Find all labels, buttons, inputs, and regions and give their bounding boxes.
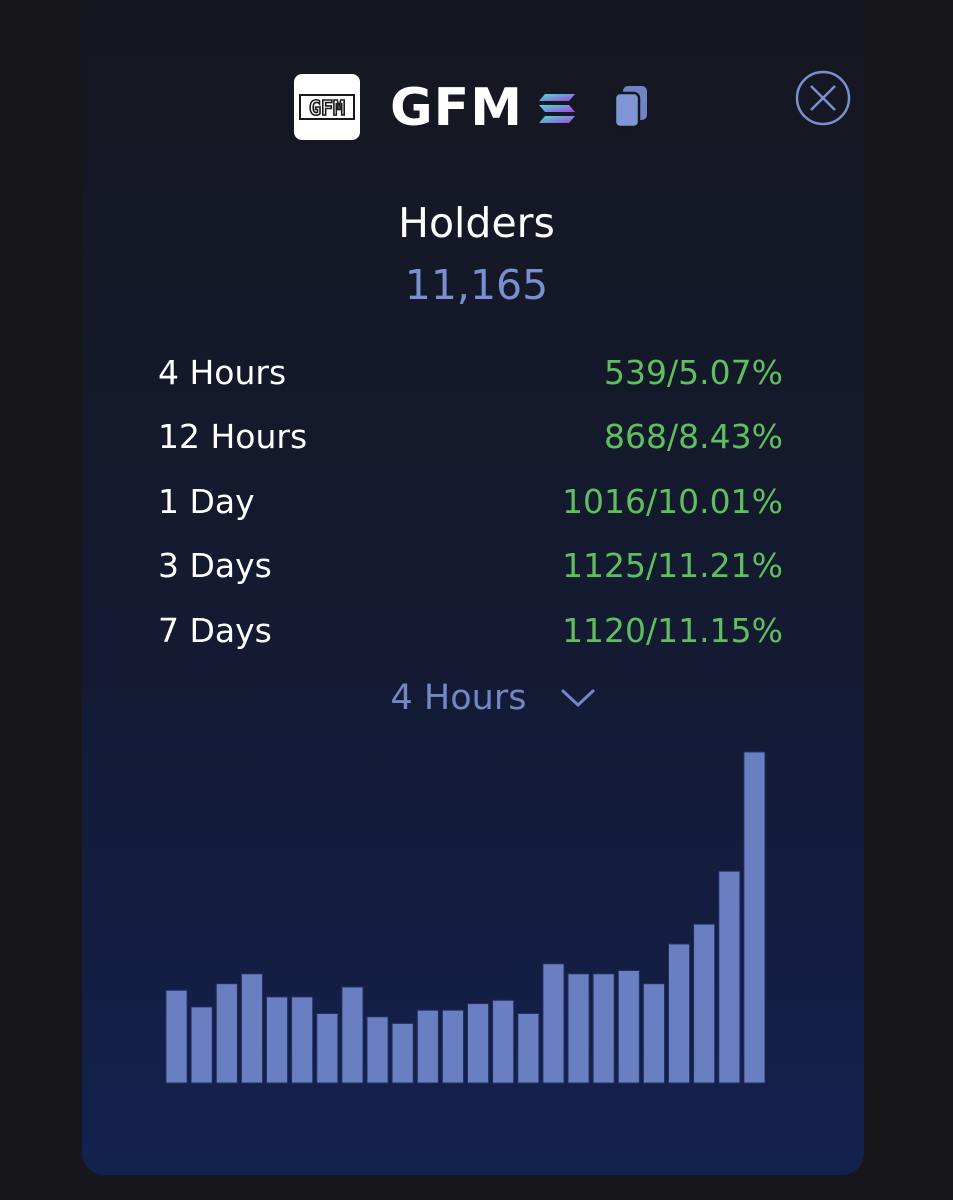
chart-bar[interactable] bbox=[391, 1022, 414, 1084]
chart-bar[interactable] bbox=[416, 1009, 439, 1084]
stat-label: 3 Days bbox=[158, 546, 272, 586]
stat-value: 1125/11.21% bbox=[562, 546, 783, 586]
holders-title: Holders bbox=[398, 199, 555, 247]
token-name: GFM bbox=[390, 78, 523, 138]
chart-bar[interactable] bbox=[617, 970, 640, 1084]
stat-label: 7 Days bbox=[158, 610, 272, 650]
chart-bar[interactable] bbox=[316, 1013, 339, 1084]
chart-bar[interactable] bbox=[291, 996, 314, 1084]
solana-icon bbox=[539, 94, 575, 123]
logo-text: GFM bbox=[309, 96, 345, 120]
holders-bar-chart bbox=[165, 751, 766, 1084]
period-selected-label: 4 Hours bbox=[390, 678, 527, 718]
stat-label: 12 Hours bbox=[158, 417, 308, 457]
token-logo: GFM bbox=[294, 74, 360, 140]
chart-bar[interactable] bbox=[266, 996, 289, 1084]
token-header: GFM GFM bbox=[0, 70, 953, 142]
stat-value: 1016/10.01% bbox=[562, 481, 783, 521]
stat-value: 1120/11.15% bbox=[562, 610, 783, 650]
chart-bar[interactable] bbox=[592, 973, 615, 1084]
stat-value: 868/8.43% bbox=[604, 417, 783, 457]
chart-bar[interactable] bbox=[341, 986, 364, 1084]
stat-label: 1 Day bbox=[158, 481, 255, 521]
holders-count: 11,165 bbox=[404, 261, 549, 309]
stat-row-4h: 4 Hours 539/5.07% bbox=[158, 340, 783, 405]
copy-icon[interactable] bbox=[612, 84, 650, 130]
stat-label: 4 Hours bbox=[158, 352, 287, 392]
chart-bar[interactable] bbox=[441, 1009, 464, 1084]
stat-value: 539/5.07% bbox=[604, 352, 783, 392]
chart-bar[interactable] bbox=[240, 973, 263, 1084]
chart-bar[interactable] bbox=[693, 923, 716, 1084]
chart-bar[interactable] bbox=[542, 963, 565, 1084]
chart-bar[interactable] bbox=[668, 943, 691, 1084]
chart-bar[interactable] bbox=[642, 983, 666, 1084]
period-dropdown[interactable]: 4 Hours bbox=[0, 670, 953, 726]
stat-row-3d: 3 Days 1125/11.21% bbox=[158, 534, 783, 599]
holder-stats-list: 4 Hours 539/5.07% 12 Hours 868/8.43% 1 D… bbox=[158, 340, 783, 663]
chart-bar[interactable] bbox=[492, 999, 515, 1084]
chart-bar[interactable] bbox=[366, 1016, 389, 1084]
stat-row-1d: 1 Day 1016/10.01% bbox=[158, 469, 783, 534]
chart-bar[interactable] bbox=[567, 973, 590, 1084]
chart-bar[interactable] bbox=[190, 1006, 213, 1084]
chart-bar[interactable] bbox=[743, 751, 766, 1084]
chevron-down-icon bbox=[561, 689, 595, 707]
chart-bar[interactable] bbox=[467, 1003, 490, 1084]
stat-row-7d: 7 Days 1120/11.15% bbox=[158, 598, 783, 663]
chart-bar[interactable] bbox=[718, 870, 741, 1084]
token-logo-image: GFM bbox=[299, 94, 355, 121]
chart-bar[interactable] bbox=[517, 1013, 540, 1084]
chart-bar[interactable] bbox=[215, 983, 238, 1084]
close-button[interactable] bbox=[795, 70, 851, 126]
stat-row-12h: 12 Hours 868/8.43% bbox=[158, 405, 783, 470]
chart-bar[interactable] bbox=[165, 989, 188, 1084]
